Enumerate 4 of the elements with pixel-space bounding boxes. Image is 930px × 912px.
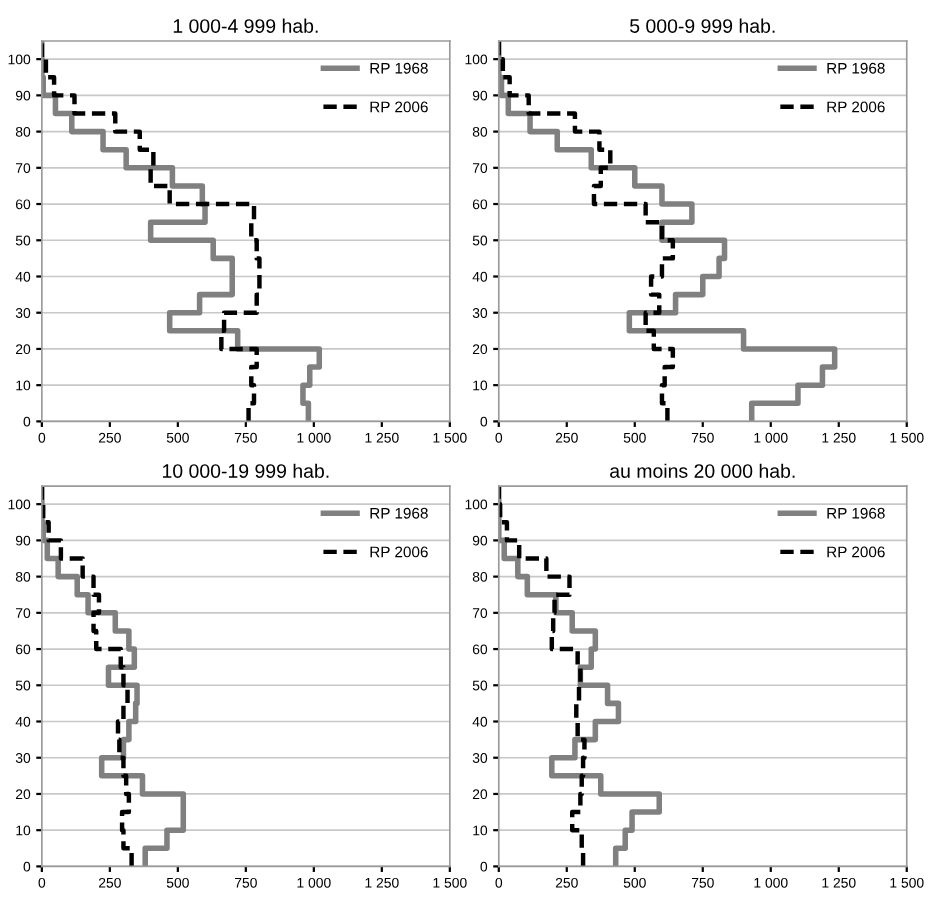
chart-title: 5 000-9 999 hab. — [630, 18, 775, 33]
chart-title: 10 000-19 999 hab. — [162, 463, 329, 478]
chart-title: 1 000-4 999 hab. — [173, 18, 318, 33]
chart-title: au moins 20 000 hab. — [610, 463, 795, 478]
